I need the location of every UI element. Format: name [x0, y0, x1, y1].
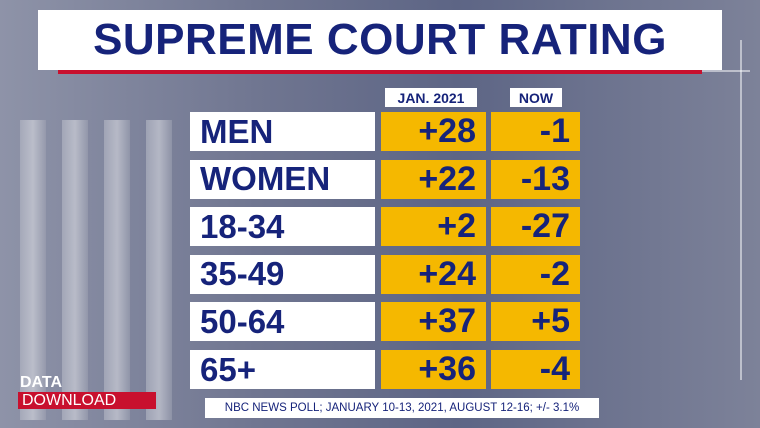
now-value: -4	[491, 350, 580, 389]
row-label: 50-64	[190, 302, 375, 342]
jan-value: +28	[381, 112, 486, 151]
column-decor	[104, 120, 130, 420]
jan-value: +2	[381, 207, 486, 247]
column-decor	[146, 120, 172, 420]
row-label: 18-34	[190, 207, 375, 247]
now-value: +5	[491, 302, 580, 342]
column-decor	[62, 120, 88, 420]
row-label: 65+	[190, 350, 375, 389]
source: NBC NEWS POLL; JANUARY 10-13, 2021, AUGU…	[205, 398, 599, 418]
logo-bottom: DOWNLOAD	[18, 392, 156, 409]
column-header: JAN. 2021	[385, 88, 477, 107]
jan-value: +24	[381, 254, 486, 294]
title-underline	[58, 70, 702, 74]
column-header: NOW	[510, 88, 562, 107]
row-label: WOMEN	[190, 159, 375, 199]
decor-line	[740, 40, 742, 380]
column-decor	[20, 120, 46, 420]
logo-top: DATA	[20, 374, 63, 391]
now-value: -13	[491, 159, 580, 199]
now-value: -27	[491, 207, 580, 247]
jan-value: +22	[381, 159, 486, 199]
row-label: MEN	[190, 112, 375, 151]
now-value: -2	[491, 254, 580, 294]
now-value: -1	[491, 112, 580, 151]
jan-value: +36	[381, 350, 486, 389]
jan-value: +37	[381, 302, 486, 342]
row-label: 35-49	[190, 254, 375, 294]
title: SUPREME COURT RATING	[38, 10, 722, 70]
